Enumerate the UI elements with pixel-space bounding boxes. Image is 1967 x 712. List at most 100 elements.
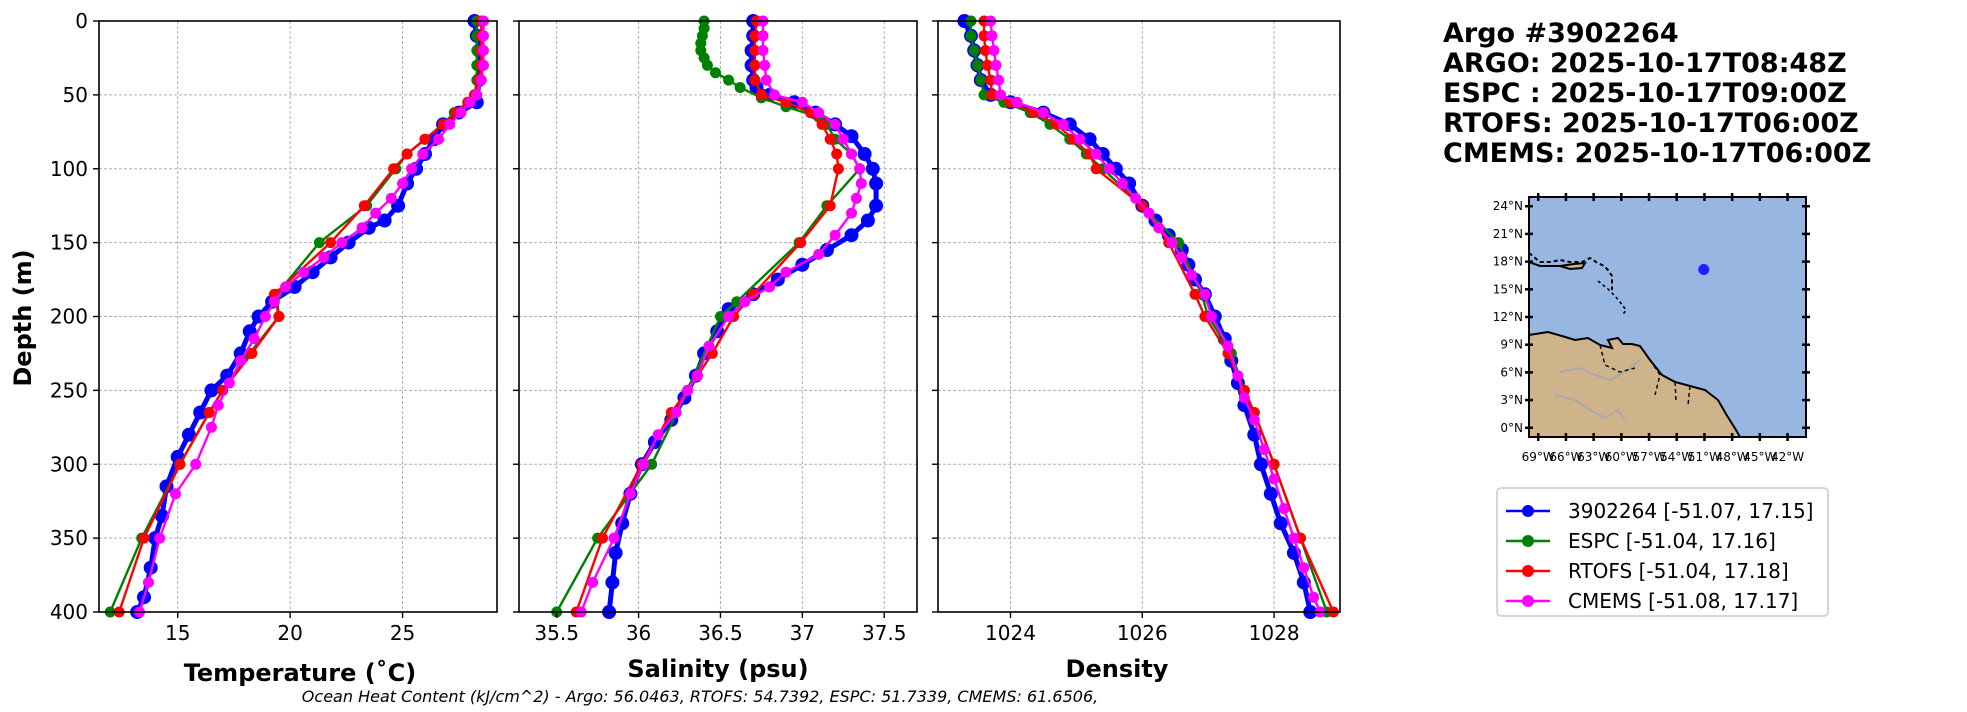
rtofs-data-point: [203, 407, 215, 418]
salinity-axis-label: Salinity (psu): [627, 655, 808, 683]
cmems-data-point: [796, 96, 808, 108]
cmems-data-point: [1268, 473, 1280, 485]
cmems-data-point: [1074, 133, 1086, 145]
espc-data-point: [731, 296, 743, 308]
cmems-data-point: [1199, 288, 1211, 300]
cmems-data-point: [757, 30, 769, 42]
3902264-data-point: [193, 405, 208, 420]
legend-label: ESPC [-51.04, 17.16]: [1568, 529, 1776, 553]
3902264-data-point: [844, 228, 859, 243]
espc-data-point: [978, 89, 990, 101]
rtofs-profile-line: [575, 20, 840, 613]
map-lat-tick-label: 21°N: [1493, 227, 1523, 241]
cmems-data-point: [248, 333, 260, 345]
rtofs-data-point: [358, 200, 370, 212]
map-lon-tick-label: 63°W: [1577, 450, 1610, 464]
cmems-data-point: [829, 229, 841, 241]
cmems-data-point: [764, 281, 776, 293]
cmems-data-point: [846, 148, 857, 160]
cmems-data-point: [739, 296, 751, 308]
3902264-data-point: [605, 575, 620, 590]
cmems-data-point: [769, 89, 780, 101]
rtofs-data-point: [981, 59, 993, 71]
y-tick-label: 50: [63, 83, 88, 107]
caribbean-islands-outline: [1528, 252, 1613, 290]
espc-data-point: [968, 45, 980, 56]
info-block: Argo #3902264 ARGO: 2025-10-17T08:48Z ES…: [1443, 18, 1871, 169]
cmems-data-point: [406, 163, 418, 175]
density-axis-label: Density: [1066, 655, 1169, 683]
cmems-data-point: [478, 30, 489, 42]
map-lat-tick-label: 15°N: [1493, 282, 1523, 296]
3902264-data-point: [860, 213, 875, 228]
cmems-data-point: [1057, 118, 1069, 130]
rtofs-data-point: [749, 45, 761, 56]
cmems-data-point: [1011, 96, 1023, 108]
x-tick-label: 37.5: [862, 621, 907, 645]
cmems-data-point: [1090, 148, 1102, 160]
cmems-data-point: [1308, 591, 1320, 603]
3902264-data-point: [608, 545, 623, 560]
cmems-data-point: [759, 59, 771, 71]
x-tick-label: 36.5: [698, 621, 743, 645]
3902264-data-point: [857, 147, 872, 161]
cmems-data-point: [433, 133, 444, 145]
rtofs-data-point: [138, 532, 150, 544]
rtofs-data-point: [824, 200, 836, 212]
cmems-data-point: [757, 45, 769, 56]
y-tick-label: 400: [50, 600, 88, 624]
map-lat-tick-label: 12°N: [1493, 310, 1523, 324]
3902264-data-point: [1253, 457, 1268, 472]
cmems-data-point: [1298, 562, 1310, 574]
map-lon-tick-label: 69°W: [1522, 450, 1555, 464]
cmems-data-point: [760, 74, 772, 86]
cmems-data-point: [205, 421, 217, 433]
rtofs-data-point: [795, 237, 807, 249]
cmems-data-point: [652, 429, 664, 441]
argo-title: Argo #3902264: [1443, 18, 1679, 49]
espc-data-point: [710, 67, 721, 79]
cmems-data-point: [336, 237, 348, 249]
espc-data-point: [975, 74, 987, 86]
cmems-data-point: [1143, 207, 1155, 219]
cmems-data-point: [986, 30, 998, 42]
country-borders: [1599, 344, 1691, 406]
rtofs-data-point: [749, 30, 761, 42]
cmems-data-point: [624, 488, 636, 500]
cmems-data-point: [993, 74, 1005, 86]
cmems-data-point: [850, 192, 862, 204]
3902264-data-point: [1082, 132, 1097, 147]
cmems-data-point: [638, 458, 649, 470]
x-tick-label: 1024: [985, 621, 1036, 645]
map-lon-tick-label: 51°W: [1688, 450, 1721, 464]
map-lat-tick-label: 18°N: [1493, 255, 1523, 269]
cmems-data-point: [1232, 370, 1244, 382]
float-location-marker: [1698, 264, 1710, 275]
rtofs-data-point: [749, 59, 761, 71]
cmems-data-point: [608, 532, 620, 544]
cmems-data-point: [587, 576, 599, 588]
rtofs-time: RTOFS: 2025-10-17T06:00Z: [1443, 108, 1859, 139]
legend-marker: [1522, 595, 1534, 607]
cmems-data-point: [837, 133, 849, 145]
x-tick-label: 35.5: [534, 621, 579, 645]
espc-data-point: [965, 30, 977, 42]
ocean-heat-content-caption: Ocean Heat Content (kJ/cm^2) - Argo: 56.…: [302, 687, 1098, 706]
y-tick-label: 350: [50, 526, 88, 550]
cmems-data-point: [318, 251, 330, 263]
cmems-data-point: [444, 118, 456, 130]
y-tick-label: 0: [75, 9, 88, 33]
rtofs-data-point: [401, 148, 413, 160]
cmems-data-point: [212, 399, 224, 411]
rtofs-data-point: [831, 148, 843, 160]
cmems-data-point: [854, 163, 866, 175]
rtofs-data-point: [755, 89, 767, 101]
map-lat-tick-label: 24°N: [1493, 199, 1523, 213]
rtofs-data-point: [985, 74, 997, 86]
cmems-data-point: [143, 576, 154, 588]
x-tick-label: 36: [626, 621, 651, 645]
legend-label: CMEMS [-51.08, 17.17]: [1568, 589, 1798, 613]
rtofs-data-point: [174, 458, 186, 470]
cmems-data-point: [1278, 503, 1290, 515]
